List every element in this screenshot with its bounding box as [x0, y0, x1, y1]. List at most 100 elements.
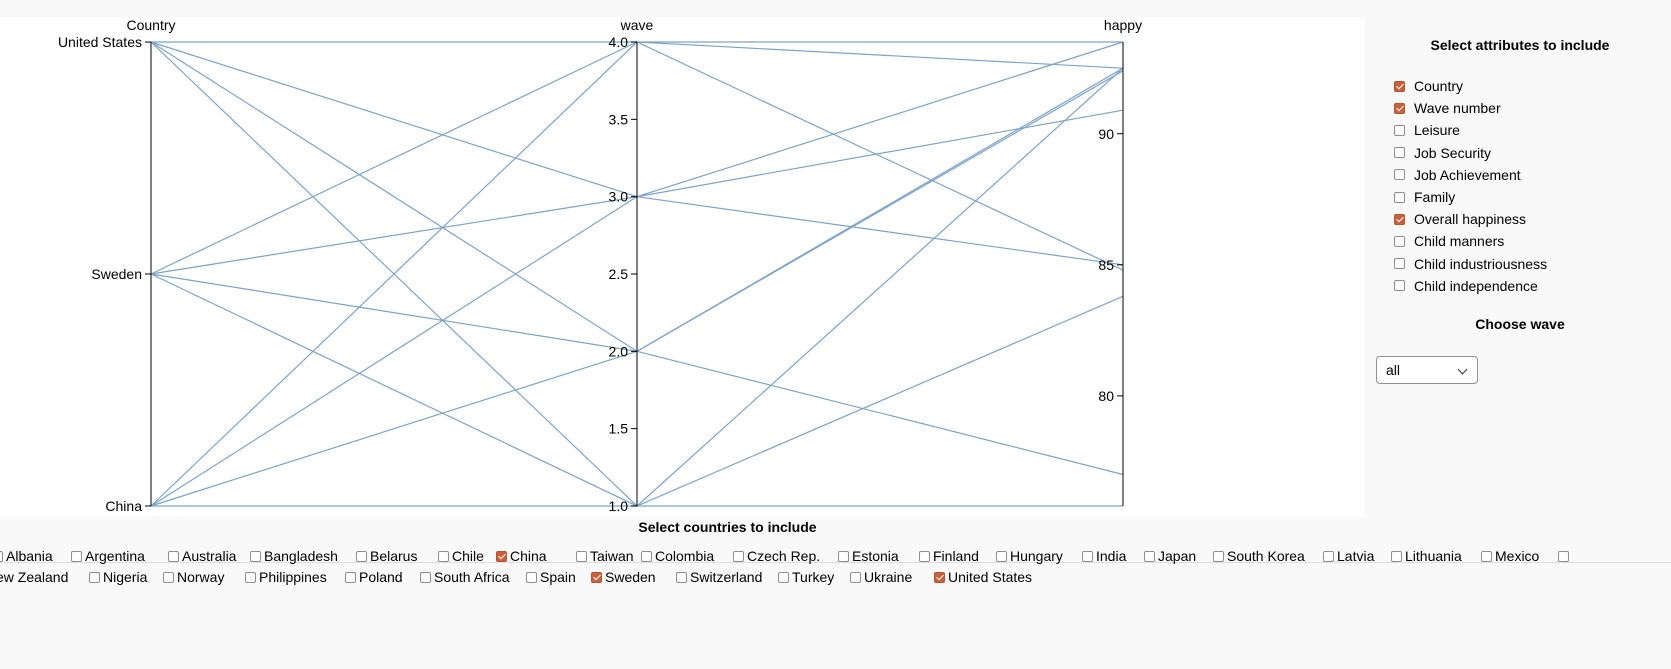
country-checkbox[interactable]	[420, 571, 431, 583]
country-option[interactable]: Nigeria	[89, 567, 147, 587]
country-option[interactable]: Ukraine	[850, 567, 912, 587]
wave-select[interactable]: all	[1376, 356, 1478, 384]
attribute-label: Child independence	[1414, 277, 1538, 294]
country-option[interactable]: Colombia	[641, 546, 714, 566]
wave-select-value: all	[1386, 362, 1401, 378]
attribute-checkbox[interactable]	[1394, 235, 1405, 247]
attribute-checkbox[interactable]	[1394, 102, 1405, 114]
country-checkbox[interactable]	[838, 550, 849, 562]
country-checkbox[interactable]	[676, 571, 687, 583]
tick-label: 4.0	[609, 34, 629, 50]
country-checkbox[interactable]	[576, 550, 587, 562]
attribute-option[interactable]: Child manners	[1394, 231, 1504, 251]
attribute-checkbox[interactable]	[1394, 80, 1405, 92]
country-option[interactable]	[1558, 546, 1572, 566]
attribute-option[interactable]: Wave number	[1394, 98, 1501, 118]
country-option[interactable]: Australia	[168, 546, 236, 566]
attribute-option[interactable]: Child industriousness	[1394, 254, 1547, 274]
country-checkbox[interactable]	[71, 550, 82, 562]
country-option[interactable]: Belarus	[356, 546, 417, 566]
country-checkbox[interactable]	[245, 571, 256, 583]
attribute-option[interactable]: Overall happiness	[1394, 209, 1526, 229]
country-option[interactable]: Philippines	[245, 567, 327, 587]
country-checkbox[interactable]	[1391, 550, 1402, 562]
country-checkbox[interactable]	[526, 571, 537, 583]
country-label: Argentina	[85, 548, 145, 564]
attribute-option[interactable]: Family	[1394, 187, 1455, 207]
country-option[interactable]: Bangladesh	[250, 546, 338, 566]
country-checkbox[interactable]	[163, 571, 174, 583]
country-checkbox[interactable]	[778, 571, 789, 583]
attribute-checkbox[interactable]	[1394, 169, 1405, 181]
country-option[interactable]: Czech Rep.	[733, 546, 820, 566]
country-checkbox[interactable]	[1082, 550, 1093, 562]
attribute-checkbox[interactable]	[1394, 280, 1405, 292]
country-checkbox[interactable]	[591, 571, 602, 583]
country-option[interactable]: Turkey	[778, 567, 834, 587]
country-label: United States	[948, 569, 1033, 585]
attribute-label: Job Security	[1414, 144, 1492, 161]
country-option[interactable]: Latvia	[1323, 546, 1374, 566]
country-option[interactable]: Taiwan	[576, 546, 634, 566]
country-label: China	[510, 548, 547, 564]
attribute-checkbox[interactable]	[1394, 124, 1405, 136]
attribute-checkbox[interactable]	[1394, 191, 1405, 203]
country-checkbox[interactable]	[89, 571, 100, 583]
country-checkbox[interactable]	[0, 550, 3, 562]
country-option[interactable]: South Korea	[1213, 546, 1305, 566]
country-option[interactable]: Norway	[163, 567, 224, 587]
country-option[interactable]: Switzerland	[676, 567, 762, 587]
country-label: Taiwan	[590, 548, 634, 564]
country-label: Poland	[359, 569, 403, 585]
attribute-checkbox[interactable]	[1394, 213, 1405, 225]
country-checkbox[interactable]	[850, 571, 861, 583]
country-label: Estonia	[852, 548, 899, 564]
country-option[interactable]: Finland	[919, 546, 979, 566]
country-label: Spain	[540, 569, 576, 585]
country-label: Latvia	[1337, 548, 1375, 564]
country-checkbox[interactable]	[168, 550, 179, 562]
country-checkbox[interactable]	[356, 550, 367, 562]
country-option[interactable]: Chile	[438, 546, 484, 566]
country-option[interactable]: Lithuania	[1391, 546, 1462, 566]
country-checkbox[interactable]	[496, 550, 507, 562]
country-option[interactable]: United States	[934, 567, 1032, 587]
country-checkbox[interactable]	[733, 550, 744, 562]
country-label: Norway	[177, 569, 225, 585]
tick-label: Sweden	[91, 266, 142, 282]
attribute-option[interactable]: Country	[1394, 76, 1463, 96]
country-checkbox[interactable]	[1144, 550, 1155, 562]
country-option[interactable]: Sweden	[591, 567, 656, 587]
country-option[interactable]: Mexico	[1481, 546, 1539, 566]
country-option[interactable]: Poland	[345, 567, 403, 587]
country-checkbox[interactable]	[1558, 550, 1569, 562]
country-checkbox[interactable]	[641, 550, 652, 562]
tick-label: 90	[1098, 126, 1114, 142]
country-option[interactable]: ew Zealand	[0, 567, 68, 587]
attribute-option[interactable]: Leisure	[1394, 120, 1460, 140]
attribute-option[interactable]: Job Security	[1394, 143, 1491, 163]
country-option[interactable]: South Africa	[420, 567, 510, 587]
country-option[interactable]: Japan	[1144, 546, 1196, 566]
country-option[interactable]: Albania	[0, 546, 53, 566]
country-checkbox[interactable]	[1323, 550, 1334, 562]
country-checkbox[interactable]	[345, 571, 356, 583]
country-option[interactable]: Spain	[526, 567, 576, 587]
country-checkbox[interactable]	[1481, 550, 1492, 562]
attribute-checkbox[interactable]	[1394, 258, 1405, 270]
country-option[interactable]: China	[496, 546, 547, 566]
country-option[interactable]: Estonia	[838, 546, 899, 566]
country-option[interactable]: Argentina	[71, 546, 145, 566]
country-checkbox[interactable]	[1213, 550, 1224, 562]
country-label: Nigeria	[103, 569, 148, 585]
attribute-option[interactable]: Job Achievement	[1394, 165, 1521, 185]
country-option[interactable]: Hungary	[996, 546, 1063, 566]
country-checkbox[interactable]	[934, 571, 945, 583]
attribute-option[interactable]: Child independence	[1394, 276, 1538, 296]
attribute-checkbox[interactable]	[1394, 147, 1405, 159]
country-checkbox[interactable]	[438, 550, 449, 562]
country-checkbox[interactable]	[996, 550, 1007, 562]
country-checkbox[interactable]	[919, 550, 930, 562]
country-checkbox[interactable]	[250, 550, 261, 562]
country-option[interactable]: India	[1082, 546, 1126, 566]
